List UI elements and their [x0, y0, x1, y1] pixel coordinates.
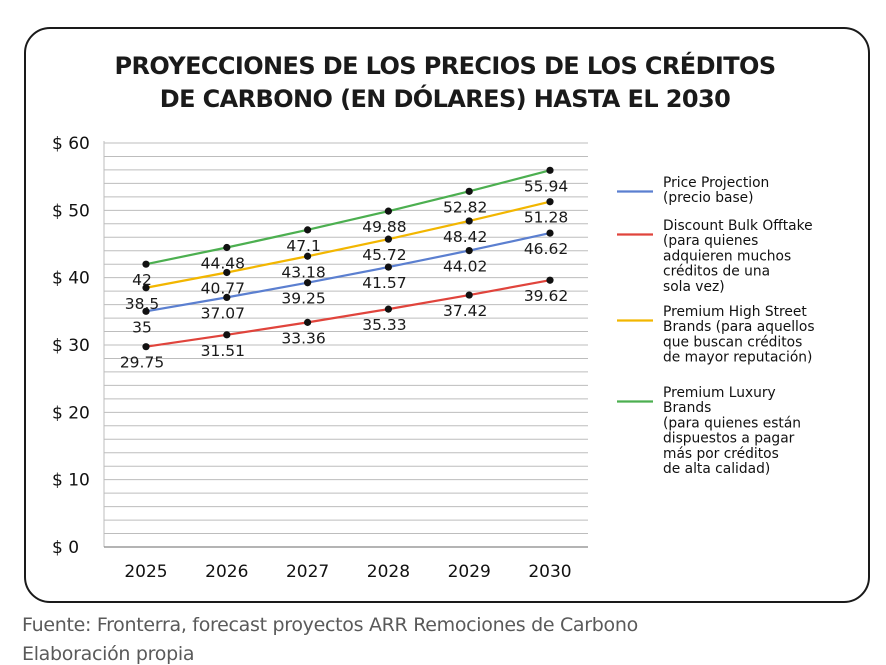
data-point — [304, 279, 312, 287]
data-point — [304, 252, 312, 260]
legend-label: adquieren muchos — [663, 248, 791, 264]
y-tick-label: $ 30 — [52, 336, 90, 356]
data-point — [223, 293, 231, 301]
data-label: 51.28 — [524, 209, 568, 227]
data-point — [142, 307, 150, 315]
data-label: 35.33 — [362, 316, 406, 334]
legend: Price Projection(precio base) Discount Bu… — [617, 175, 815, 477]
legend-label: Brands (para aquellos — [663, 319, 815, 335]
x-tick-label: 2025 — [124, 562, 167, 582]
data-label: 41.57 — [362, 274, 406, 292]
data-point — [142, 343, 150, 351]
series-line — [145, 169, 551, 266]
data-point — [223, 243, 231, 252]
data-label: 46.62 — [524, 240, 568, 258]
y-tick-label: $ 20 — [52, 403, 90, 423]
data-label: 33.36 — [281, 329, 325, 347]
series-line — [145, 200, 551, 289]
legend-label: Discount Bulk Offtake — [663, 218, 813, 234]
legend-label: más por créditos — [663, 446, 779, 462]
legend-label: Brands — [663, 400, 711, 416]
data-label: 39.25 — [281, 290, 325, 308]
chart-title: PROYECCIONES DE LOS PRECIOS DE LOS CRÉDI… — [30, 50, 860, 116]
data-point — [546, 166, 554, 174]
data-label: 49.88 — [362, 218, 406, 236]
legend-label: Price Projection — [663, 175, 769, 191]
data-label: 55.94 — [524, 177, 568, 195]
y-tick-label: $ 40 — [52, 269, 90, 289]
legend-label: créditos de una — [663, 264, 770, 280]
x-tick-label: 2028 — [367, 562, 410, 582]
y-tick-label: $ 10 — [52, 471, 90, 491]
legend-label: Premium Luxury — [663, 385, 776, 401]
legend-label: dispuestos a pagar — [663, 431, 795, 447]
data-label: 44.02 — [443, 258, 487, 276]
data-point — [546, 198, 554, 206]
chart-title-line-2: DE CARBONO (EN DÓLARES) HASTA EL 2030 — [159, 85, 731, 113]
legend-label: que buscan créditos — [663, 334, 802, 350]
legend-label: de mayor reputación) — [663, 350, 812, 366]
data-label: 52.82 — [443, 198, 487, 216]
y-tick-label: $ 50 — [52, 201, 90, 221]
x-tick-label: 2030 — [528, 562, 571, 582]
data-point — [304, 318, 312, 326]
data-label: 42 — [132, 271, 152, 289]
legend-label: (para quienes — [663, 233, 758, 249]
data-label: 31.51 — [201, 342, 245, 360]
data-label: 40.77 — [201, 279, 245, 297]
data-point — [546, 229, 554, 237]
legend-label: (precio base) — [663, 190, 754, 206]
x-tick-label: 2026 — [205, 562, 248, 582]
data-label: 43.18 — [281, 263, 325, 281]
credit-note: Elaboración propia — [22, 643, 195, 665]
y-tick-label: $ 0 — [52, 538, 79, 558]
data-point — [142, 284, 150, 292]
legend-label: de alta calidad) — [663, 461, 770, 477]
data-point — [465, 246, 473, 255]
data-label: 47.1 — [286, 237, 321, 255]
series-lines: 35 37.07 39.25 41.57 44.02 46.62 29.75 31.51 33.… — [120, 166, 568, 372]
legend-label: (para quienes están — [663, 415, 801, 431]
data-point — [304, 226, 312, 234]
series-line — [145, 279, 551, 348]
legend-label: sola vez) — [663, 279, 725, 295]
data-point — [223, 331, 231, 339]
data-label: 29.75 — [120, 354, 164, 372]
x-tick-label: 2027 — [286, 562, 329, 582]
data-label: 37.07 — [201, 304, 245, 322]
axes: $ 0 $ 10 $ 20 $ 30 $ 40 $ 50 $ 60 2025 2026 2027 2… — [52, 134, 588, 582]
grid-lines — [104, 142, 588, 535]
data-point — [223, 268, 231, 277]
data-label: 45.72 — [362, 246, 406, 264]
data-point — [546, 276, 554, 284]
source-note: Fuente: Fronterra, forecast proyectos AR… — [22, 614, 638, 636]
data-point — [384, 263, 392, 271]
data-label: 44.48 — [201, 255, 245, 273]
series-line — [145, 232, 551, 313]
data-label: 48.42 — [443, 228, 487, 246]
data-label: 37.42 — [443, 302, 487, 320]
data-label: 38.5 — [125, 295, 160, 313]
y-tick-label: $ 60 — [52, 134, 90, 154]
x-tick-label: 2029 — [448, 562, 491, 582]
chart-title-line-1: PROYECCIONES DE LOS PRECIOS DE LOS CRÉDI… — [114, 52, 776, 80]
data-label: 39.62 — [524, 287, 568, 305]
legend-label: Premium High Street — [663, 304, 807, 320]
data-point — [384, 207, 392, 215]
data-point — [142, 260, 150, 268]
data-point — [384, 235, 392, 243]
data-point — [384, 305, 392, 313]
data-label: 35 — [132, 318, 152, 336]
data-point — [465, 217, 473, 225]
data-point — [465, 187, 473, 195]
data-point — [465, 291, 473, 299]
